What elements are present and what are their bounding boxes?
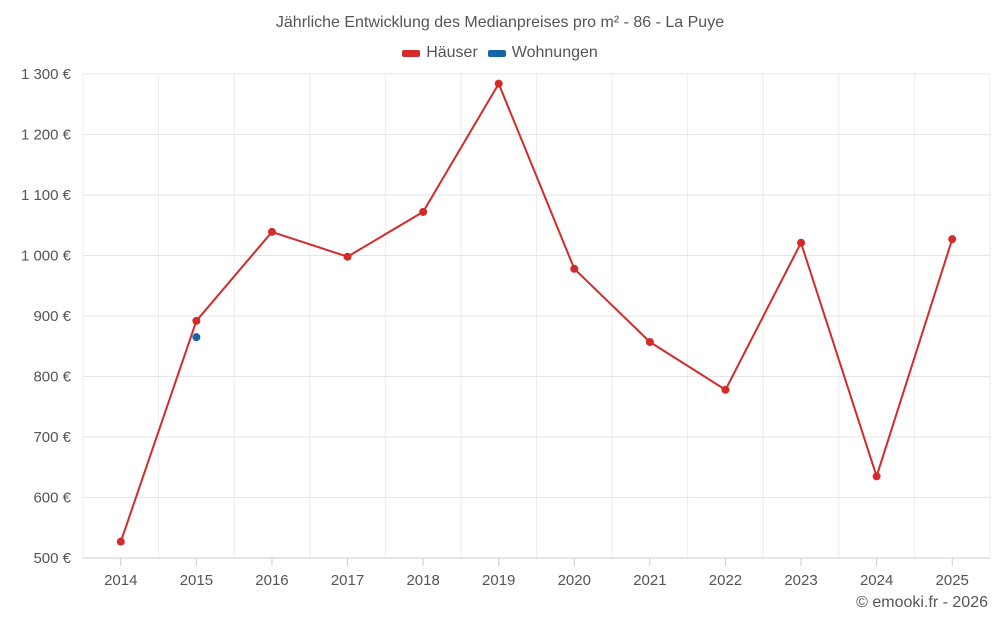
y-tick-label: 500 €: [33, 550, 71, 567]
data-point-houses: [267, 227, 276, 236]
legend-label-houses: Häuser: [426, 44, 478, 61]
y-tick-label: 1 100 €: [21, 187, 72, 204]
x-tick-label: 2023: [784, 572, 817, 589]
x-tick-label: 2016: [255, 572, 288, 589]
legend-swatch-apartments: [487, 49, 506, 57]
legend-item-houses[interactable]: Häuser: [402, 44, 478, 62]
data-point-houses: [797, 238, 806, 247]
y-tick-label: 1 300 €: [21, 66, 72, 83]
data-point-houses: [494, 79, 503, 88]
x-tick-label: 2017: [331, 572, 364, 589]
x-tick-label: 2014: [104, 572, 137, 589]
x-tick-label: 2025: [936, 572, 969, 589]
x-tick-label: 2019: [482, 572, 515, 589]
x-tick-label: 2024: [860, 572, 893, 589]
y-tick-label: 600 €: [33, 490, 71, 507]
data-point-houses: [343, 252, 352, 261]
legend: Häuser Wohnungen: [0, 44, 1000, 62]
legend-item-apartments[interactable]: Wohnungen: [487, 44, 598, 62]
y-tick-label: 900 €: [33, 308, 71, 325]
series-line-houses: [119, 82, 954, 543]
data-point-houses: [116, 537, 125, 546]
x-tick-label: 2015: [180, 572, 213, 589]
data-point-houses: [721, 385, 730, 394]
x-tick-label: 2022: [709, 572, 742, 589]
data-point-houses: [570, 264, 579, 273]
data-point-houses: [645, 338, 654, 347]
chart-title: Jährliche Entwicklung des Medianpreises …: [275, 14, 725, 31]
y-tick-label: 800 €: [33, 369, 71, 386]
legend-swatch-houses: [402, 49, 421, 57]
legend-label-apartments: Wohnungen: [511, 44, 598, 61]
y-tick-label: 1 000 €: [21, 248, 72, 265]
data-point-houses: [192, 316, 201, 325]
y-tick-label: 1 200 €: [21, 127, 72, 144]
data-point-houses: [948, 235, 957, 244]
data-point-houses: [872, 472, 881, 481]
x-tick-label: 2021: [633, 572, 666, 589]
credit-text: © emooki.fr - 2026: [856, 594, 988, 611]
x-tick-label: 2018: [406, 572, 439, 589]
y-tick-label: 700 €: [33, 429, 71, 446]
data-point-houses: [419, 207, 428, 216]
x-tick-label: 2020: [558, 572, 591, 589]
data-point-apartments: [192, 333, 201, 342]
